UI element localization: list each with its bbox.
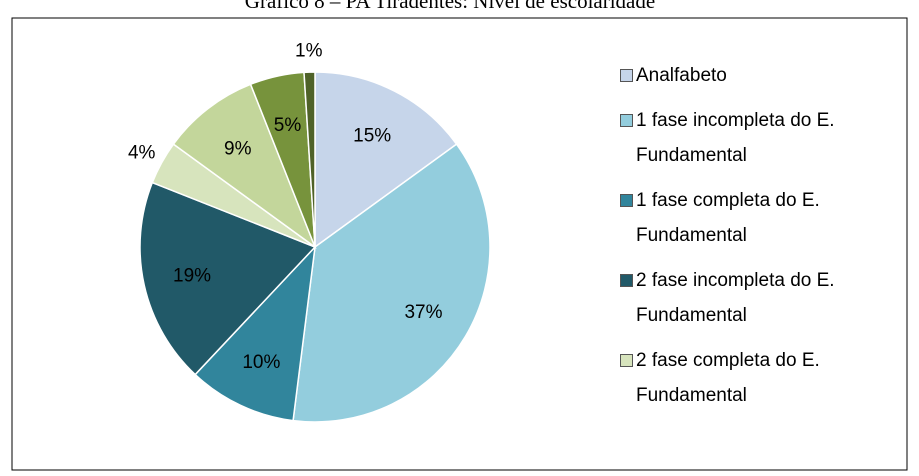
slice-label: 15% [353, 126, 391, 147]
legend-swatch [620, 274, 633, 287]
legend-label: 1 fase incompleta do E. Fundamental [636, 110, 835, 166]
legend-swatch [620, 69, 633, 82]
pie-slice [314, 71, 458, 249]
legend-label: Analfabeto [636, 65, 727, 86]
legend-item: 1 fase completa do E. Fundamental [620, 183, 890, 253]
slice-label: 5% [274, 115, 302, 136]
slice-label: 9% [224, 138, 252, 159]
pie-slice [139, 181, 317, 376]
legend-swatch [620, 194, 633, 207]
legend-label: 1 fase completa do E. Fundamental [636, 190, 820, 246]
chart-title: Gráfico 8 – PA Tiradentes: Nível de esco… [245, 0, 655, 13]
legend-item: 2 fase completa do E. Fundamental [620, 343, 890, 413]
slice-label: 37% [404, 302, 442, 323]
legend-swatch [620, 354, 633, 367]
pie-slice [194, 244, 317, 422]
legend-item: 1 fase incompleta do E. Fundamental [620, 103, 890, 173]
legend-label: 2 fase incompleta do E. Fundamental [636, 270, 835, 326]
pie-slice [172, 83, 317, 250]
legend-item: Analfabeto [620, 58, 890, 93]
pie-slice [292, 143, 491, 423]
legend-item: 2 fase incompleta do E. Fundamental [620, 263, 890, 333]
pie-slice [303, 71, 316, 248]
slice-label: 1% [295, 40, 323, 61]
legend-swatch [620, 114, 633, 127]
legend: Analfabeto 1 fase incompleta do E. Fundam… [620, 58, 890, 423]
slice-label: 19% [173, 265, 211, 286]
slice-label: 10% [242, 352, 280, 373]
slice-label: 4% [128, 143, 156, 164]
legend-label: 2 fase completa do E. Fundamental [636, 350, 820, 406]
